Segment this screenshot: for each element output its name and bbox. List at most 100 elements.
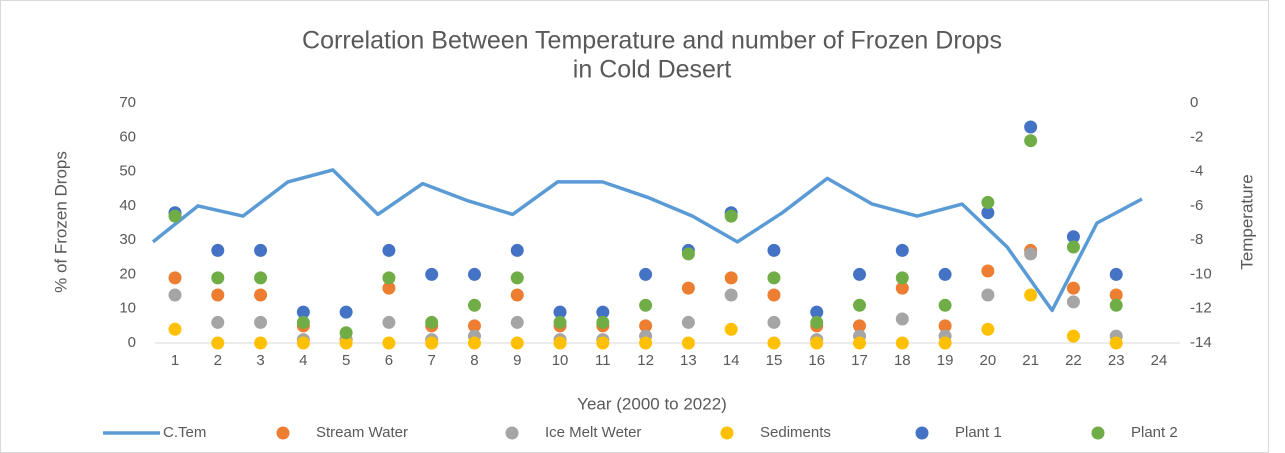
scatter-point xyxy=(681,281,695,295)
scatter-point xyxy=(681,247,695,261)
scatter-point xyxy=(382,271,396,285)
scatter-point xyxy=(553,305,567,319)
scatter-point xyxy=(425,267,439,281)
scatter-point xyxy=(639,298,653,312)
legend-swatch xyxy=(276,426,290,440)
scatter-point xyxy=(553,315,567,329)
scatter-point xyxy=(767,243,781,257)
scatter-point xyxy=(681,336,695,350)
y-tick-label: 50 xyxy=(119,163,136,180)
y2-axis-title: Temperature xyxy=(1237,174,1256,269)
scatter-point xyxy=(639,319,653,333)
scatter-point xyxy=(810,336,824,350)
y2-tick-label: -12 xyxy=(1190,300,1212,317)
scatter-point xyxy=(211,271,225,285)
x-axis-title: Year (2000 to 2022) xyxy=(577,394,727,413)
legend-label: Plant 2 xyxy=(1131,424,1178,441)
scatter-point xyxy=(724,288,738,302)
scatter-point xyxy=(724,322,738,336)
scatter-point xyxy=(1109,298,1123,312)
scatter-point xyxy=(382,281,396,295)
y2-tick-label: -8 xyxy=(1190,231,1203,248)
scatter-point xyxy=(1066,240,1080,254)
x-tick-label: 12 xyxy=(637,352,654,369)
scatter-point xyxy=(596,336,610,350)
scatter-point xyxy=(724,271,738,285)
scatter-point xyxy=(895,243,909,257)
scatter-point xyxy=(938,267,952,281)
scatter-point xyxy=(467,319,481,333)
x-tick-label: 23 xyxy=(1108,352,1125,369)
y2-tick-label: -6 xyxy=(1190,197,1203,214)
scatter-point xyxy=(1109,336,1123,350)
scatter-point xyxy=(853,319,867,333)
scatter-point xyxy=(938,319,952,333)
scatter-point xyxy=(1024,134,1038,148)
y-tick-label: 70 xyxy=(119,94,136,111)
scatter-point xyxy=(510,271,524,285)
chart-title: in Cold Desert xyxy=(573,56,731,84)
y2-tick-label: -10 xyxy=(1190,265,1212,282)
y-tick-label: 40 xyxy=(119,197,136,214)
scatter-point xyxy=(553,336,567,350)
scatter-point xyxy=(1109,288,1123,302)
scatter-point xyxy=(168,271,182,285)
scatter-point xyxy=(211,315,225,329)
scatter-point xyxy=(895,312,909,326)
legend-label: Plant 1 xyxy=(955,424,1002,441)
x-tick-label: 8 xyxy=(470,352,478,369)
scatter-point xyxy=(1066,329,1080,343)
y2-tick-label: -2 xyxy=(1190,128,1203,145)
scatter-point xyxy=(1024,120,1038,134)
scatter-point xyxy=(296,336,310,350)
x-tick-label: 20 xyxy=(980,352,997,369)
scatter-point xyxy=(810,315,824,329)
scatter-point xyxy=(254,315,268,329)
scatter-point xyxy=(981,288,995,302)
scatter-point xyxy=(467,336,481,350)
scatter-point xyxy=(639,336,653,350)
scatter-point xyxy=(510,315,524,329)
x-tick-label: 18 xyxy=(894,352,911,369)
x-tick-label: 2 xyxy=(214,352,222,369)
scatter-point xyxy=(981,322,995,336)
x-tick-label: 1 xyxy=(171,352,179,369)
y-axis-title: % of Frozen Drops xyxy=(51,151,70,293)
scatter-point xyxy=(767,336,781,350)
scatter-point xyxy=(767,288,781,302)
scatter-point xyxy=(339,305,353,319)
legend-swatch xyxy=(915,426,929,440)
scatter-point xyxy=(1024,288,1038,302)
scatter-point xyxy=(254,243,268,257)
y2-tick-label: 0 xyxy=(1190,94,1198,111)
scatter-point xyxy=(339,326,353,340)
scatter-point xyxy=(681,315,695,329)
scatter-point xyxy=(596,305,610,319)
scatter-point xyxy=(895,271,909,285)
scatter-point xyxy=(339,336,353,350)
line-series xyxy=(151,168,1143,313)
scatter-point xyxy=(767,315,781,329)
scatter-point xyxy=(1066,230,1080,244)
scatter-point xyxy=(853,267,867,281)
scatter-point xyxy=(981,206,995,220)
x-tick-label: 17 xyxy=(851,352,868,369)
scatter-point xyxy=(853,298,867,312)
x-tick-label: 9 xyxy=(513,352,521,369)
legend-label: C.Tem xyxy=(163,424,206,441)
scatter-point xyxy=(1024,247,1038,261)
scatter-point xyxy=(981,195,995,209)
y2-tick-label: -14 xyxy=(1190,334,1212,351)
x-tick-label: 7 xyxy=(428,352,436,369)
x-tick-label: 5 xyxy=(342,352,350,369)
x-tick-label: 10 xyxy=(552,352,569,369)
scatter-point xyxy=(467,267,481,281)
scatter-point xyxy=(467,298,481,312)
x-tick-label: 4 xyxy=(299,352,307,369)
legend-label: Stream Water xyxy=(316,424,408,441)
scatter-point xyxy=(211,336,225,350)
scatter-point xyxy=(895,336,909,350)
legend-swatch xyxy=(505,426,519,440)
